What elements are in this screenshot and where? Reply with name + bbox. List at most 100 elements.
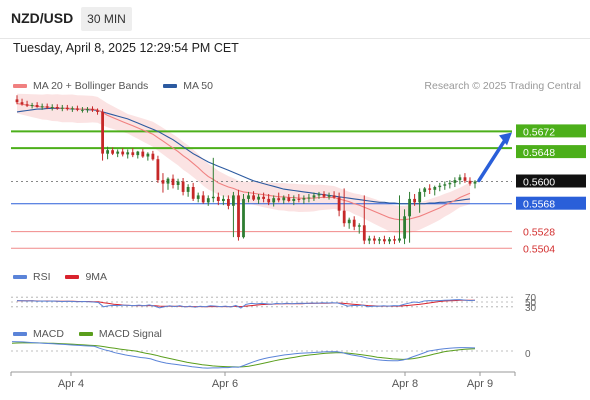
legend-swatch-rsi	[13, 275, 27, 280]
candle-body	[161, 180, 165, 184]
price-level-layer	[11, 130, 512, 249]
candle-body	[71, 108, 74, 110]
legend-swatch-macd	[13, 332, 27, 337]
candle-body	[76, 108, 79, 110]
macd-signal-line	[11, 342, 476, 368]
macd-panel: 0	[11, 341, 531, 369]
candle-body	[458, 177, 462, 181]
candle-body	[81, 109, 84, 111]
main-legend: MA 20 + Bollinger Bands MA 50	[13, 80, 225, 92]
legend-item-9ma: 9MA	[65, 271, 107, 283]
candle-body	[327, 195, 331, 197]
candle-body	[242, 198, 245, 238]
rsi-legend: RSI 9MA	[13, 271, 119, 283]
candle-body	[373, 238, 376, 241]
legend-label-9ma: 9MA	[85, 271, 108, 283]
candle-body	[60, 107, 64, 109]
x-tick-label-1: Apr 6	[212, 378, 238, 390]
candle-body	[403, 216, 406, 239]
candle-body	[151, 153, 155, 160]
candle-body	[176, 181, 180, 185]
price-label-last-2: 0.5600	[523, 177, 555, 189]
interval-button[interactable]: 30 MIN	[81, 7, 132, 31]
price-labels-layer: 0.5672 0.5648 0.5600 0.5568 0.5528 0.5504	[516, 124, 586, 255]
candle-body	[347, 219, 351, 224]
legend-item-macd: MACD	[13, 328, 64, 340]
candle-body	[398, 238, 401, 241]
candle-body	[408, 198, 411, 217]
candle-body	[86, 109, 89, 111]
forecast-arrow-shaft	[477, 136, 508, 183]
legend-item-ma20: MA 20 + Bollinger Bands	[13, 80, 148, 92]
x-tick-label-2: Apr 8	[392, 378, 418, 390]
candle-body	[146, 153, 150, 157]
copyright-text: Research © 2025 Trading Central	[424, 80, 581, 92]
candle-body	[156, 159, 160, 181]
candle-body	[136, 151, 140, 156]
price-label-bg-2	[516, 174, 586, 188]
candle-body	[96, 110, 99, 112]
candle-body	[473, 181, 477, 184]
price-label-support-4: 0.5528	[523, 227, 555, 239]
candle-body	[91, 109, 94, 111]
candle-body	[227, 198, 230, 206]
candle-body	[337, 197, 341, 211]
candle-body	[388, 239, 391, 242]
candle-body	[131, 152, 135, 156]
x-tick-label-0: Apr 4	[58, 378, 84, 390]
candle-body	[50, 107, 54, 108]
candle-body	[292, 198, 296, 201]
candle-body	[25, 104, 29, 106]
candle-body	[141, 151, 145, 157]
candle-body	[216, 196, 220, 201]
candle-body	[35, 105, 39, 108]
candle-body	[247, 195, 250, 199]
candle-body	[413, 198, 416, 203]
candle-body	[252, 195, 255, 200]
chart-header: NZD/USD 30 MIN	[0, 0, 590, 39]
candle-body	[30, 105, 34, 106]
candle-body	[45, 106, 49, 108]
candle-body	[181, 181, 185, 192]
rsi-level-label-70: 70	[525, 293, 537, 304]
symbol-title: NZD/USD	[11, 10, 74, 26]
candle-body	[106, 150, 109, 154]
candle-body	[237, 195, 240, 238]
price-label-target-0: 0.5672	[523, 126, 555, 138]
candle-body	[297, 198, 301, 200]
candle-body	[438, 185, 442, 188]
candle-body	[201, 195, 205, 203]
legend-swatch-macd-signal	[78, 332, 93, 337]
candle-body	[196, 195, 200, 199]
forecast-arrow-head	[499, 132, 512, 146]
candle-body	[357, 225, 361, 227]
candle-body	[448, 182, 452, 185]
price-label-support-5: 0.5504	[523, 243, 555, 255]
candle-body	[302, 198, 306, 200]
candle-body	[186, 187, 190, 192]
candle-body	[383, 239, 386, 242]
price-label-pivot-3: 0.5568	[523, 199, 555, 211]
candle-body	[55, 107, 59, 109]
legend-item-macd-signal: MACD Signal	[78, 328, 162, 340]
candle-body	[362, 225, 366, 241]
candle-body	[463, 177, 467, 181]
price-label-target-1: 0.5648	[523, 147, 555, 159]
x-tick-label-3: Apr 9	[467, 378, 493, 390]
forecast-arrow-layer	[477, 132, 512, 183]
candle-body	[206, 198, 210, 203]
candle-body	[332, 195, 336, 198]
candle-body	[126, 152, 130, 155]
candle-body	[166, 178, 170, 184]
price-label-bg-3	[516, 196, 586, 210]
candle-body	[267, 198, 271, 203]
candle-body	[418, 191, 422, 203]
candle-body	[443, 184, 447, 186]
legend-label-ma20: MA 20 + Bollinger Bands	[33, 80, 149, 92]
legend-item-rsi: RSI	[13, 271, 51, 283]
legend-label-ma50: MA 50	[183, 80, 213, 92]
candle-body	[433, 187, 437, 190]
legend-item-ma50: MA 50	[163, 80, 213, 92]
